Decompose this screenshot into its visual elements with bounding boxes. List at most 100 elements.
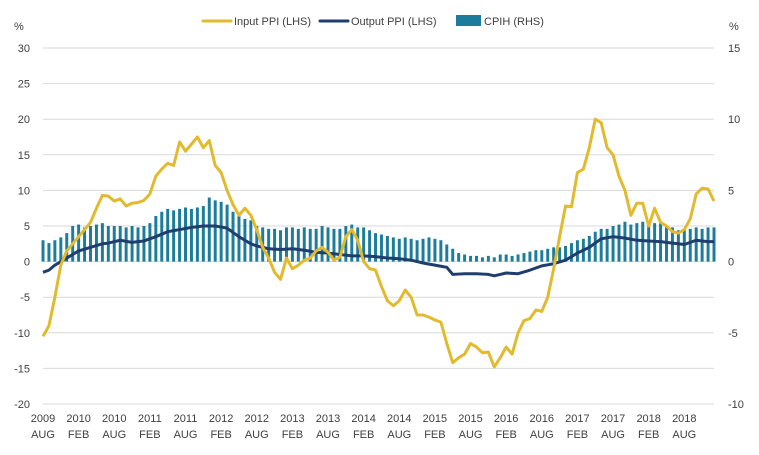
cpih-bar	[599, 228, 603, 262]
gridlines	[43, 47, 714, 405]
cpih-bar	[65, 233, 69, 262]
cpih-bar	[593, 231, 597, 262]
cpih-bar	[522, 253, 526, 262]
x-ticks: 2009 AUG 2010 FEB 2010 AUG 2011 FEB 2011 AUG 2012 F…	[31, 413, 697, 441]
y-left-unit-label: %	[14, 21, 24, 33]
x-tick-month: AUG	[601, 429, 625, 441]
cpih-bar	[528, 251, 532, 262]
cpih-bar	[516, 254, 520, 262]
cpih-bar	[302, 227, 306, 262]
cpih-bar	[688, 228, 692, 262]
y-right-tick-label: 0	[728, 257, 734, 269]
x-tick-year: 2018	[636, 413, 660, 425]
x-tick-month: AUG	[245, 429, 269, 441]
x-tick-year: 2015	[458, 413, 482, 425]
cpih-bar	[326, 227, 330, 262]
x-tick-month: FEB	[495, 429, 516, 441]
x-tick-month: FEB	[68, 429, 89, 441]
cpih-bar	[385, 235, 389, 262]
cpih-bar	[575, 240, 579, 262]
cpih-bar	[570, 243, 573, 262]
cpih-bar	[142, 226, 146, 262]
y-left-tick-label: 0	[24, 257, 30, 269]
x-tick-year: 2009	[31, 413, 55, 425]
cpih-bar	[255, 226, 259, 262]
cpih-bar	[415, 240, 419, 262]
cpih-bar	[457, 253, 461, 262]
y-left-tick-label: 5	[24, 221, 30, 233]
y-left-ticks: 30 25 20 15 10 5 0 -5 -10 -15 -20	[14, 43, 30, 411]
x-tick-year: 2013	[316, 413, 340, 425]
cpih-bar	[427, 237, 431, 262]
x-tick-year: 2014	[387, 413, 411, 425]
x-tick-year: 2012	[245, 413, 269, 425]
x-tick-year: 2016	[530, 413, 554, 425]
cpih-bar	[201, 206, 205, 262]
cpih-bar	[534, 250, 538, 262]
cpih-bar	[219, 201, 223, 262]
cpih-bar	[480, 257, 484, 262]
y-right-ticks: 15 10 5 0 -5 -10	[728, 43, 744, 411]
cpih-bar	[474, 255, 478, 262]
cpih-bar	[368, 230, 372, 262]
cpih-bar	[700, 228, 704, 262]
cpih-bar	[41, 240, 45, 262]
cpih-bar	[53, 240, 57, 262]
cpih-bar	[118, 226, 122, 262]
x-tick-month: AUG	[316, 429, 340, 441]
cpih-bar	[362, 227, 366, 262]
cpih-bar	[676, 230, 680, 262]
cpih-bar	[213, 200, 217, 262]
cpih-bar	[623, 221, 627, 262]
cpih-bar	[136, 227, 140, 262]
cpih-bar	[540, 250, 544, 262]
cpih-bar	[445, 244, 449, 262]
cpih-bar	[498, 254, 502, 262]
y-right-tick-label: -5	[728, 328, 738, 340]
x-tick-year: 2012	[209, 413, 233, 425]
cpih-bar	[148, 223, 152, 262]
y-right-tick-label: 10	[728, 114, 740, 126]
y-left-tick-label: -15	[14, 363, 30, 375]
y-left-tick-label: 30	[18, 43, 30, 55]
cpih-bar	[296, 228, 300, 262]
y-left-tick-label: 20	[18, 114, 30, 126]
cpih-bar	[463, 254, 467, 262]
cpih-bar	[546, 248, 550, 262]
cpih-bar	[47, 243, 51, 262]
cpih-bar	[189, 208, 193, 262]
x-tick-month: AUG	[387, 429, 411, 441]
cpih-bar	[195, 207, 199, 262]
cpih-bar	[166, 208, 170, 262]
x-tick-month: FEB	[638, 429, 659, 441]
cpih-bar	[178, 208, 182, 262]
cpih-bar	[605, 228, 609, 262]
x-tick-year: 2010	[66, 413, 90, 425]
x-tick-month: AUG	[102, 429, 126, 441]
cpih-bar	[439, 240, 443, 262]
x-tick-month: AUG	[530, 429, 554, 441]
cpih-bar	[290, 227, 294, 262]
cpih-bar	[332, 228, 336, 262]
x-tick-year: 2018	[672, 413, 696, 425]
legend: Input PPI (LHS) Output PPI (LHS) CPIH (R…	[201, 15, 544, 28]
cpih-bar	[237, 216, 241, 262]
x-tick-month: FEB	[353, 429, 374, 441]
cpih-bar	[391, 237, 395, 262]
cpih-bar	[706, 227, 710, 262]
x-tick-year: 2016	[494, 413, 518, 425]
cpih-bar	[279, 230, 283, 262]
cpih-bar	[231, 211, 235, 262]
cpih-bar	[694, 227, 698, 262]
cpih-bar	[486, 255, 490, 262]
cpih-bar	[207, 197, 211, 262]
cpih-bar	[629, 224, 633, 262]
x-tick-month: FEB	[282, 429, 303, 441]
cpih-bar	[284, 227, 288, 262]
cpih-bar	[267, 228, 271, 262]
x-tick-year: 2015	[423, 413, 447, 425]
cpih-bar	[564, 245, 568, 262]
x-tick-month: AUG	[31, 429, 55, 441]
cpih-bar	[225, 204, 229, 262]
y-right-tick-label: 5	[728, 185, 734, 197]
